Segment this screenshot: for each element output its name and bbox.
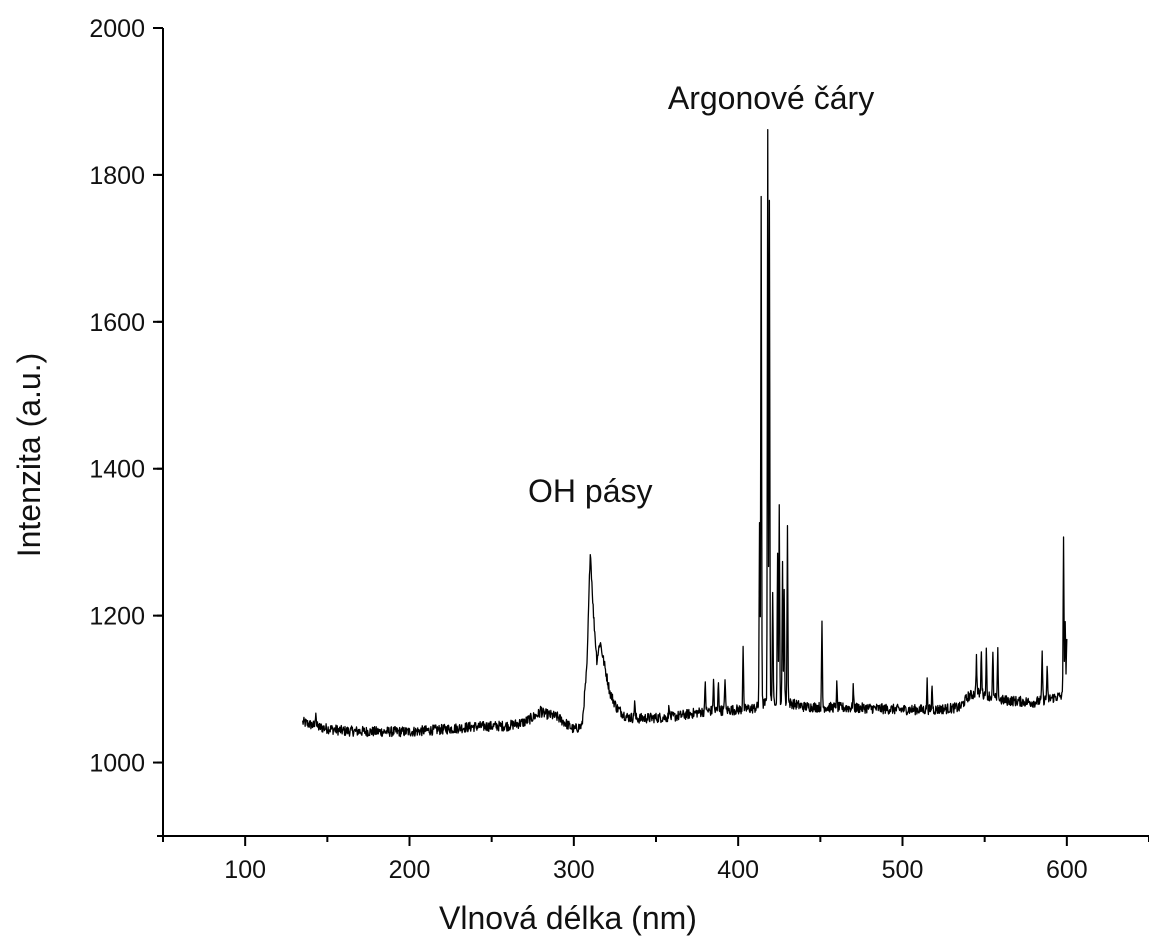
y-tick-label: 2000: [89, 15, 145, 43]
x-tick-label: 300: [553, 856, 595, 884]
x-tick-label: 400: [717, 856, 759, 884]
annotation-argon-lines: Argonové čáry: [668, 80, 874, 116]
y-tick-label: 1800: [89, 162, 145, 190]
x-axis-title: Vlnová délka (nm): [439, 900, 697, 936]
x-tick-label: 100: [224, 856, 266, 884]
y-tick-label: 1000: [89, 750, 145, 778]
axes: 1000 1200 1400 1600 1800 2000 100 200 300 400 500 6…: [89, 15, 1149, 884]
x-tick-label: 600: [1046, 856, 1088, 884]
x-tick-label: 200: [389, 856, 431, 884]
annotation-oh-bands: OH pásy: [528, 473, 652, 509]
y-tick-label: 1400: [89, 456, 145, 484]
plot-layer: [302, 128, 1068, 738]
x-tick-label: 500: [882, 856, 924, 884]
y-tick-label: 1600: [89, 309, 145, 337]
spectrum-line: [302, 128, 1068, 738]
y-axis-title: Intenzita (a.u.): [11, 353, 47, 558]
y-tick-label: 1200: [89, 603, 145, 631]
